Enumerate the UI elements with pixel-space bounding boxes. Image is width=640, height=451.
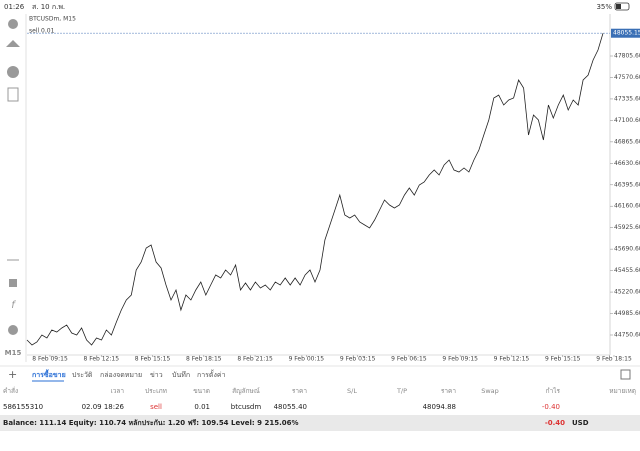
trade-icon[interactable] <box>6 40 20 47</box>
x-tick-label: 8 Feb 18:15 <box>186 356 222 363</box>
column-header: Swap <box>481 387 499 395</box>
x-tick-label: 8 Feb 15:15 <box>135 356 171 363</box>
column-header: T/P <box>396 387 407 395</box>
tab[interactable]: การตั้งค่า <box>197 368 226 379</box>
status-time: 01:26 <box>4 3 25 11</box>
new-order-icon[interactable] <box>7 87 19 102</box>
indicator-icon[interactable]: f <box>11 300 16 311</box>
add-button[interactable]: + <box>8 368 17 381</box>
column-header: กำไร <box>546 387 561 395</box>
y-tick-label: 45925.60 <box>614 224 640 231</box>
x-tick-label: 9 Feb 00:15 <box>289 356 325 363</box>
price-line <box>26 33 604 346</box>
cell-open-price[interactable]: 48055.40 <box>274 403 307 411</box>
x-tick-label: 9 Feb 06:15 <box>391 356 427 363</box>
y-tick-label: 45220.60 <box>614 289 640 296</box>
timeframe[interactable]: M15 <box>5 349 22 357</box>
footer-bar <box>0 415 640 431</box>
order-label: sell 0.01 <box>29 28 55 35</box>
y-tick-label: 46160.60 <box>614 203 640 210</box>
account-summary: Balance: 111.14 Equity: 110.74 หลักประกั… <box>3 419 298 427</box>
tab[interactable]: ประวัติ <box>72 371 93 379</box>
x-tick-label: 8 Feb 12:15 <box>83 356 119 363</box>
x-tick-label: 9 Feb 18:15 <box>596 356 632 363</box>
y-tick-label: 46630.60 <box>614 160 640 167</box>
status-date: ส. 10 ก.พ. <box>32 3 65 11</box>
y-tick-label: 44985.60 <box>614 310 640 317</box>
chat-icon[interactable] <box>7 66 19 78</box>
cell-symbol[interactable]: btcusdm <box>231 403 262 411</box>
y-tick-label: 45455.60 <box>614 267 640 274</box>
x-tick-label: 8 Feb 21:15 <box>237 356 273 363</box>
status-battery: 35% <box>596 3 612 11</box>
currency: USD <box>572 419 589 427</box>
chart-title: BTCUSDm, M15 <box>29 16 76 23</box>
price-badge <box>611 28 640 38</box>
tab[interactable]: กล่องจดหมาย <box>100 371 142 379</box>
cell-type[interactable]: sell <box>150 403 162 411</box>
panel-icon[interactable] <box>620 369 631 380</box>
y-tick-label: 44750.60 <box>614 332 640 339</box>
tab[interactable]: การซื้อขาย <box>32 368 66 379</box>
x-tick-label: 9 Feb 15:15 <box>545 356 581 363</box>
cell-profit[interactable]: -0.40 <box>542 403 560 411</box>
column-header: ขนาด <box>193 387 210 395</box>
tab[interactable]: บันทึก <box>172 370 190 379</box>
current-price: 48055.15 <box>613 30 640 37</box>
y-tick-label: 47805.60 <box>614 53 640 60</box>
cell-volume[interactable]: 0.01 <box>194 403 210 411</box>
column-header: ราคา <box>292 387 307 395</box>
x-tick-label: 9 Feb 12:15 <box>494 356 530 363</box>
battery-icon <box>614 2 630 11</box>
y-tick-label: 47335.60 <box>614 95 640 102</box>
cell-order[interactable]: 586155310 <box>3 403 43 411</box>
column-header: หมายเหตุ <box>609 387 636 395</box>
account-icon[interactable] <box>8 19 18 29</box>
column-header: คำสั่ง <box>3 386 18 395</box>
objects-icon[interactable] <box>8 325 18 335</box>
column-header: เวลา <box>110 387 124 395</box>
column-header: ประเภท <box>145 387 167 395</box>
tab[interactable]: ข่าว <box>150 371 163 379</box>
terminal-panel <box>0 364 640 447</box>
column-header: ราคา <box>441 387 456 395</box>
x-tick-label: 9 Feb 09:15 <box>442 356 478 363</box>
column-header: สัญลักษณ์ <box>232 387 260 395</box>
battery-level <box>616 4 621 9</box>
y-tick-label: 46865.60 <box>614 138 640 145</box>
y-tick-label: 47100.60 <box>614 117 640 124</box>
y-tick-label: 46395.60 <box>614 181 640 188</box>
cell-time[interactable]: 02.09 18:26 <box>82 403 125 411</box>
y-tick-label: 47570.60 <box>614 74 640 81</box>
column-header: S/L <box>347 387 357 395</box>
y-tick-label: 45690.60 <box>614 246 640 253</box>
total-profit: -0.40 <box>545 419 565 427</box>
cell-price[interactable]: 48094.88 <box>423 403 456 411</box>
chart-type-icon[interactable] <box>9 279 17 287</box>
x-tick-label: 8 Feb 09:15 <box>32 356 68 363</box>
x-tick-label: 9 Feb 03:15 <box>340 356 376 363</box>
